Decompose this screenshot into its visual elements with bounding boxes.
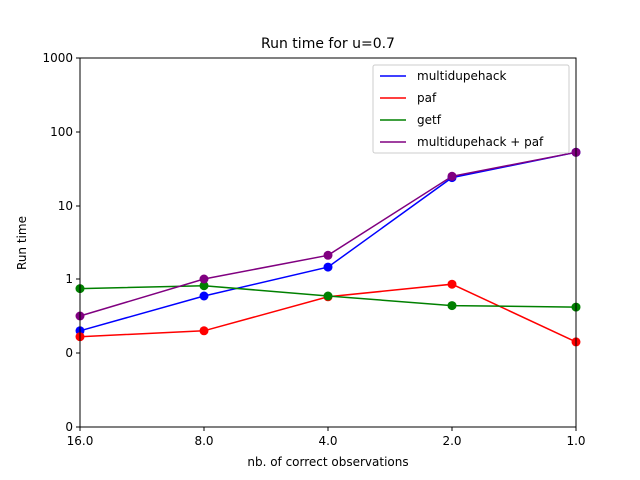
data-point xyxy=(323,291,333,301)
data-point xyxy=(447,171,457,181)
y-tick-label: 1 xyxy=(65,272,73,286)
y-tick-label: 1000 xyxy=(42,51,73,65)
legend-label: getf xyxy=(417,113,442,127)
y-tick-label: 100 xyxy=(50,125,73,139)
legend-box xyxy=(372,64,570,154)
x-axis-label: nb. of correct observations xyxy=(247,455,408,469)
y-tick-label: 10 xyxy=(58,199,73,213)
chart-title: Run time for u=0.7 xyxy=(261,36,395,52)
y-axis: 0 0 1 10 100 1000 xyxy=(42,51,80,434)
x-tick-label: 8.0 xyxy=(194,434,213,448)
legend-label: multidupehack + paf xyxy=(417,135,544,149)
y-tick-label: 0 xyxy=(65,420,73,434)
data-point xyxy=(447,301,457,311)
x-tick-label: 4.0 xyxy=(318,434,337,448)
x-axis: 16.0 8.0 4.0 2.0 1.0 xyxy=(67,427,586,448)
series-line-3 xyxy=(79,151,577,317)
x-tick-label: 1.0 xyxy=(566,434,585,448)
data-point xyxy=(323,250,333,260)
data-point xyxy=(323,262,333,272)
series-layer xyxy=(75,147,581,347)
x-tick-label: 16.0 xyxy=(67,434,94,448)
legend: multidupehack paf getf multidupehack + paf xyxy=(372,64,570,154)
y-axis-label: Run time xyxy=(15,216,29,270)
legend-label: multidupehack xyxy=(417,69,506,83)
x-tick-label: 2.0 xyxy=(442,434,461,448)
y-tick-label: 0 xyxy=(65,346,73,360)
legend-label: paf xyxy=(417,91,437,105)
data-point xyxy=(447,279,457,289)
series-line-0 xyxy=(79,151,577,332)
data-point xyxy=(199,274,209,284)
data-point xyxy=(199,326,209,336)
data-point xyxy=(199,291,209,301)
data-point xyxy=(199,281,209,291)
